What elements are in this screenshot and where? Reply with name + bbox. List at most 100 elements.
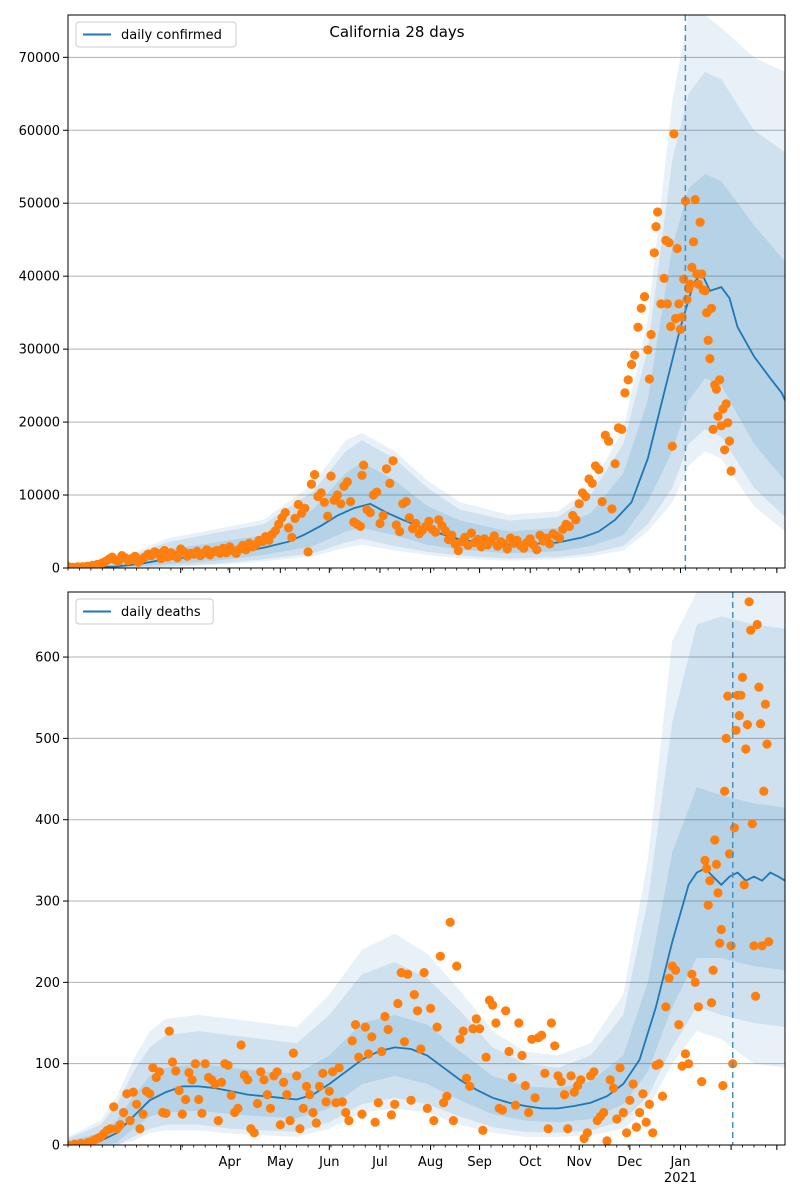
data-point xyxy=(715,938,725,948)
data-point xyxy=(395,526,405,537)
data-point xyxy=(741,744,751,754)
y-tick-label: 30000 xyxy=(19,343,60,358)
data-point xyxy=(177,1109,187,1119)
data-point xyxy=(684,1059,694,1069)
data-point xyxy=(341,1107,351,1118)
data-point xyxy=(468,1024,478,1034)
data-point xyxy=(742,720,753,730)
data-point xyxy=(736,690,746,700)
data-point xyxy=(370,1117,380,1127)
data-point xyxy=(256,1067,266,1077)
data-point xyxy=(759,786,769,796)
data-point xyxy=(282,1090,292,1100)
data-point xyxy=(373,1098,383,1108)
data-point xyxy=(599,1107,609,1118)
data-point xyxy=(388,456,398,466)
data-point xyxy=(236,1040,246,1050)
data-point xyxy=(537,1030,547,1040)
data-point xyxy=(363,1049,374,1059)
data-point xyxy=(646,329,656,340)
chart-panel-1: 0 10000 20000 30000 40000 50000 60000 70000 dail… xyxy=(19,14,786,577)
x-tick-label: Dec xyxy=(617,1155,642,1170)
data-point xyxy=(184,1068,194,1078)
data-point xyxy=(138,1109,148,1119)
data-point xyxy=(154,1067,165,1077)
data-point xyxy=(429,1116,439,1126)
data-point xyxy=(543,1124,553,1134)
data-point xyxy=(706,998,717,1008)
data-point xyxy=(460,532,470,543)
data-point xyxy=(587,478,597,488)
data-point xyxy=(762,739,772,749)
data-point xyxy=(430,527,441,537)
data-point xyxy=(702,863,712,874)
data-point xyxy=(711,859,722,870)
data-point xyxy=(657,1091,668,1101)
legend-box xyxy=(75,598,214,625)
data-point xyxy=(641,1117,651,1127)
data-point xyxy=(262,1090,272,1100)
data-point xyxy=(697,269,707,279)
data-point xyxy=(720,445,730,455)
data-point xyxy=(731,725,741,735)
data-point xyxy=(298,1103,308,1113)
data-point xyxy=(324,1086,334,1096)
axes-frame xyxy=(67,591,786,1146)
data-point xyxy=(625,1095,635,1105)
data-point xyxy=(172,553,182,563)
data-point xyxy=(751,991,761,1001)
data-point xyxy=(532,545,542,555)
data-point xyxy=(504,1046,514,1057)
data-point xyxy=(252,1098,263,1109)
data-point xyxy=(507,1072,517,1083)
legend: daily deaths xyxy=(75,598,214,625)
data-point xyxy=(403,969,413,979)
y-tick-label: 50000 xyxy=(19,197,60,212)
figure-title: California 28 days xyxy=(329,23,464,41)
data-point xyxy=(615,1063,625,1073)
data-point xyxy=(290,513,300,524)
data-point xyxy=(406,1095,416,1105)
data-point xyxy=(672,243,682,254)
data-point xyxy=(566,1071,576,1081)
data-point xyxy=(287,532,297,543)
x-tick-label: Apr xyxy=(218,1155,241,1170)
data-point xyxy=(656,299,666,309)
data-point xyxy=(383,1024,393,1035)
data-point xyxy=(489,531,499,541)
data-point xyxy=(602,1136,612,1145)
data-point xyxy=(115,1120,125,1130)
data-point xyxy=(272,1067,282,1077)
data-point xyxy=(359,460,369,470)
data-point xyxy=(458,1026,468,1036)
data-point xyxy=(715,375,725,385)
data-point xyxy=(347,1036,357,1046)
data-point xyxy=(649,248,659,258)
data-point xyxy=(628,1079,638,1089)
data-point xyxy=(332,490,343,500)
data-point xyxy=(216,1077,227,1087)
data-point xyxy=(197,1108,207,1118)
y-tick-label: 300 xyxy=(35,895,60,910)
data-point xyxy=(354,1052,364,1062)
data-point xyxy=(604,436,614,446)
data-point xyxy=(346,497,356,507)
data-point xyxy=(465,1081,475,1091)
uncertainty-band xyxy=(68,616,785,1145)
data-point xyxy=(620,388,630,398)
data-point xyxy=(662,299,673,309)
data-point xyxy=(677,312,687,322)
data-point xyxy=(171,1066,181,1076)
data-point xyxy=(510,1100,521,1110)
data-point xyxy=(687,969,697,979)
data-point xyxy=(576,1075,586,1085)
data-point xyxy=(608,1083,619,1093)
data-point xyxy=(416,1044,426,1054)
data-point xyxy=(643,345,653,355)
uncertainty-band xyxy=(68,174,785,568)
data-point xyxy=(167,1057,178,1067)
data-point xyxy=(471,1014,481,1024)
data-point xyxy=(501,1006,511,1016)
data-point xyxy=(749,941,759,951)
